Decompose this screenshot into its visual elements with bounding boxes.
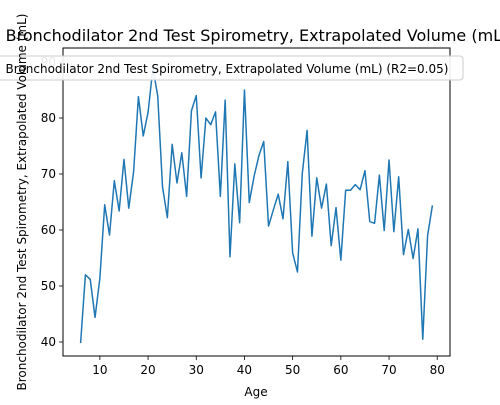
y-tick-label: 40: [41, 335, 56, 349]
x-tick-label: 20: [140, 363, 155, 377]
x-axis-label: Age: [244, 385, 267, 399]
chart-title: Bronchodilator 2nd Test Spirometry, Extr…: [6, 26, 500, 45]
y-tick-label: 80: [41, 111, 56, 125]
series-line: [79, 67, 434, 344]
y-tick-label: 50: [41, 279, 56, 293]
x-tick-label: 50: [285, 363, 300, 377]
y-tick-label: 70: [41, 167, 56, 181]
x-tick-label: 60: [333, 363, 348, 377]
y-tick-label: 60: [41, 223, 56, 237]
x-tick-label: 40: [237, 363, 252, 377]
x-tick-label: 30: [189, 363, 204, 377]
y-axis-label: Bronchodilator 2nd Test Spirometry, Extr…: [15, 14, 29, 391]
legend-entry-label: Bronchodilator 2nd Test Spirometry, Extr…: [6, 62, 449, 76]
x-tick-label: 70: [381, 363, 396, 377]
x-tick-label: 80: [430, 363, 445, 377]
legend: Bronchodilator 2nd Test Spirometry, Extr…: [0, 55, 464, 81]
x-tick-label: 10: [92, 363, 107, 377]
legend-box: [0, 55, 464, 81]
y-axis: 405060708090: [41, 55, 63, 349]
x-axis: 10 20 30 40 50 60 70 80: [92, 356, 445, 377]
